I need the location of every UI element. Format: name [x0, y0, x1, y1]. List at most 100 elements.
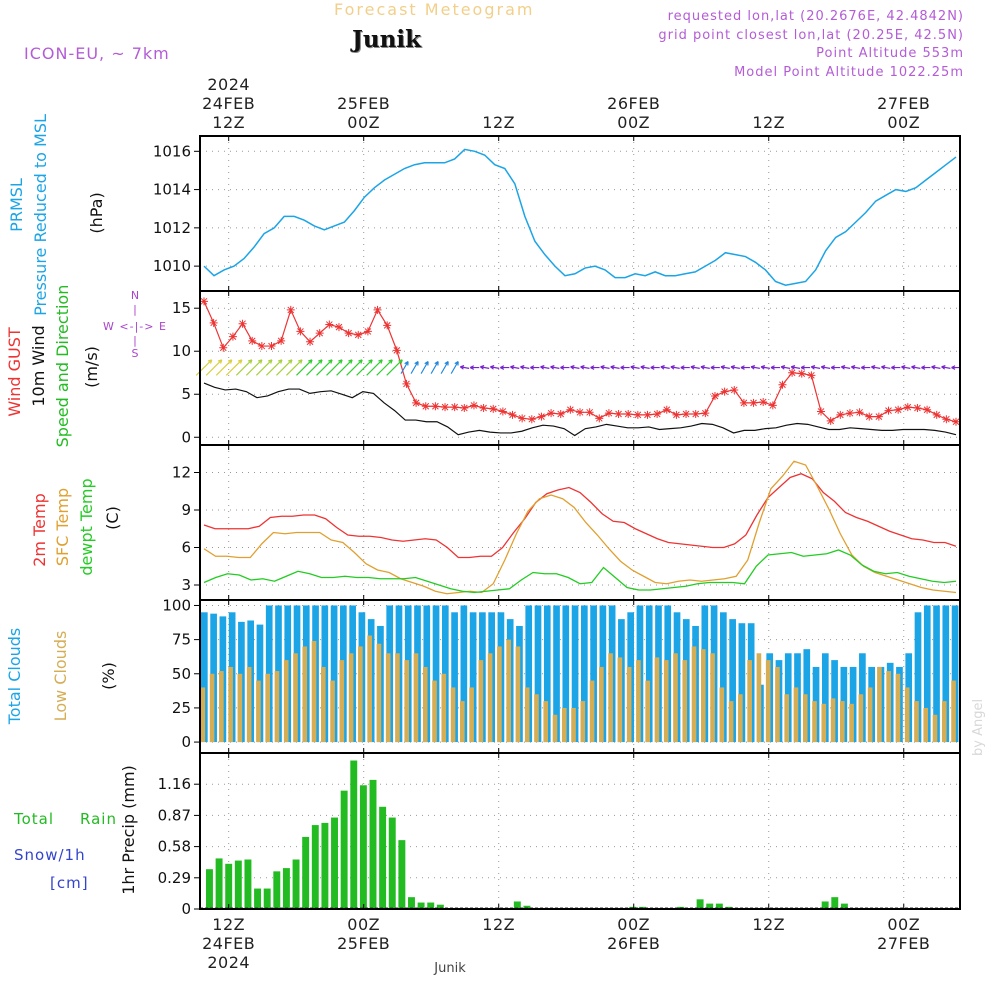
gust-marker — [460, 404, 469, 413]
rain-bar — [234, 860, 242, 909]
low-cloud-bar — [747, 660, 752, 743]
wind-arrow — [870, 365, 881, 370]
low-cloud-bar — [339, 660, 345, 743]
wind-arrow — [720, 365, 730, 370]
rain-bar — [273, 871, 281, 909]
gust-marker — [344, 329, 353, 338]
wind-arrow — [450, 361, 459, 374]
low-cloud-bar — [636, 660, 641, 743]
wind-arrow — [500, 365, 510, 370]
total-cloud-bar — [432, 605, 440, 743]
gust-marker — [903, 403, 912, 412]
low-cloud-bar — [589, 680, 595, 743]
wind-line — [203, 382, 957, 437]
time-label-bottom: 00Z — [347, 915, 380, 934]
wind-arrow — [730, 365, 740, 370]
low-cloud-bar — [941, 701, 947, 743]
wind-arrow — [710, 365, 720, 370]
low-cloud-bar — [265, 673, 271, 743]
rain-bar — [706, 903, 714, 909]
low-cloud-bar — [886, 671, 891, 743]
wind-arrow — [690, 365, 700, 370]
gust-marker — [383, 321, 392, 330]
low-cloud-bar — [738, 694, 743, 743]
rain-bar — [292, 859, 300, 909]
wind-arrow — [740, 365, 750, 370]
wind-arrow — [860, 365, 871, 370]
wind-arrow — [760, 365, 771, 370]
rain-bar — [225, 863, 233, 909]
wind-arrow — [600, 365, 610, 370]
wind-arrow — [680, 365, 690, 370]
gust-marker — [739, 398, 748, 407]
low-cloud-bar — [441, 673, 447, 743]
location-name: Junik — [352, 26, 421, 53]
low-cloud-bar — [617, 657, 623, 743]
low-cloud-bar — [200, 687, 206, 743]
time-label-top: 00Z — [347, 113, 380, 132]
wind-arrow — [430, 361, 439, 374]
panel-pressure: 1010 1012 1014 1016 — [153, 135, 961, 292]
time-label-top: 24FEB — [202, 94, 255, 113]
low-cloud-bar — [219, 671, 224, 743]
footer-location: Junik — [433, 961, 466, 976]
gust-marker — [315, 329, 324, 338]
low-cloud-bar — [877, 666, 882, 743]
rain-bar — [340, 790, 348, 909]
gust-marker — [498, 407, 507, 416]
low-cloud-bar — [209, 673, 215, 743]
low-cloud-bar — [228, 666, 233, 743]
wind-arrow — [356, 359, 373, 376]
rain-bar — [840, 903, 848, 909]
rain-bar — [696, 899, 704, 909]
rain-bar — [331, 817, 338, 909]
wind-arrow — [670, 365, 680, 370]
wind-arrow — [590, 365, 600, 370]
low-cloud-bar — [663, 660, 669, 743]
panel-frame — [199, 444, 961, 601]
rain-bar — [388, 817, 396, 909]
wind-ylabel: (m/s) — [82, 346, 101, 388]
low-cloud-bar — [691, 646, 697, 743]
total-cloud-bar — [914, 612, 922, 743]
gust-marker — [894, 405, 903, 414]
wind-arrow — [570, 365, 580, 370]
gust-marker — [556, 410, 565, 419]
ytick-label: 0 — [181, 900, 191, 918]
low-cloud-bar — [395, 653, 400, 743]
wind-arrow — [255, 359, 273, 376]
ytick-label: 75 — [172, 631, 191, 649]
wind-arrow — [620, 365, 630, 370]
gust-marker — [845, 409, 854, 418]
low-cloud-bar — [840, 701, 845, 743]
gust-line — [203, 301, 957, 423]
time-label-bottom: 25FEB — [337, 934, 390, 953]
wind-arrow — [540, 365, 550, 370]
gust-marker — [643, 410, 652, 419]
ytick-label: 0 — [181, 428, 191, 446]
wind-arrow — [306, 359, 323, 376]
total-cloud-bar — [923, 605, 931, 743]
low-cloud-bar — [450, 687, 456, 743]
ytick-label: 0.87 — [158, 806, 191, 824]
wind-arrow — [630, 365, 640, 370]
wind-arrow — [640, 365, 650, 370]
pressure-line — [203, 148, 957, 287]
temp-line-2 — [203, 549, 957, 594]
wind-arrow — [376, 359, 393, 376]
gust-marker — [402, 379, 411, 388]
gust-marker — [730, 385, 739, 394]
low-cloud-bar — [534, 694, 539, 743]
precip-title-unit: [cm] — [50, 874, 89, 892]
low-cloud-bar — [951, 680, 956, 743]
gridpoint-coords: grid point closest lon,lat (20.25E, 42.5… — [658, 28, 964, 43]
gust-marker — [306, 337, 315, 346]
wind-arrow — [336, 359, 353, 376]
wind-arrow — [489, 365, 500, 370]
total-cloud-bar — [201, 612, 208, 743]
compass-n: N — [131, 289, 139, 302]
rain-bar — [398, 840, 406, 909]
gust-marker — [884, 406, 893, 415]
precip-title-total: Total — [13, 810, 54, 828]
ytick-label: 50 — [172, 665, 191, 683]
